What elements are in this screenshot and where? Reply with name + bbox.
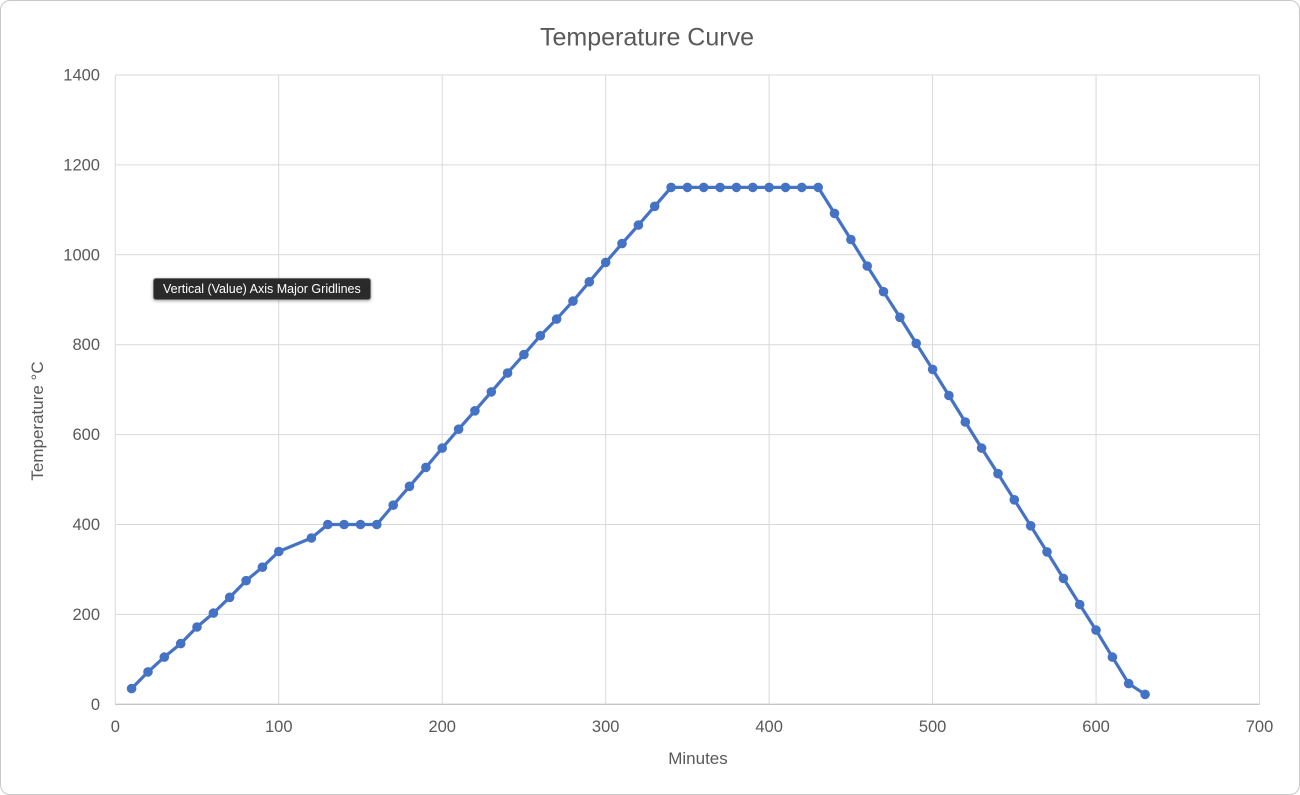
data-point-marker[interactable] [600, 257, 611, 268]
data-point-marker[interactable] [241, 575, 251, 586]
data-point-marker[interactable] [780, 182, 791, 193]
data-point-marker[interactable] [159, 652, 170, 662]
data-point-marker[interactable] [584, 277, 595, 287]
y-axis-tick-label[interactable]: 1400 [63, 67, 100, 85]
data-point-marker[interactable] [126, 683, 137, 694]
data-point-marker[interactable] [1074, 599, 1085, 610]
gridlines-tooltip: Vertical (Value) Axis Major Gridlines [153, 278, 371, 300]
data-point-marker[interactable] [421, 462, 431, 473]
data-point-marker[interactable] [404, 481, 415, 492]
data-point-marker[interactable] [731, 182, 742, 193]
data-point-marker[interactable] [1042, 547, 1052, 557]
data-point-marker[interactable] [323, 519, 333, 530]
data-point-marker[interactable] [682, 182, 693, 193]
y-axis-tick-label[interactable]: 1200 [63, 156, 100, 174]
data-point-marker[interactable] [993, 468, 1003, 479]
x-axis-tick-label[interactable]: 0 [111, 718, 120, 736]
data-point-marker[interactable] [1140, 689, 1150, 700]
data-point-marker[interactable] [1091, 625, 1101, 635]
data-point-marker[interactable] [895, 312, 905, 323]
chart-title[interactable]: Temperature Curve [540, 23, 754, 52]
data-point-marker[interactable] [470, 406, 480, 416]
data-point-marker[interactable] [1025, 521, 1036, 531]
data-point-marker[interactable] [274, 546, 284, 557]
x-axis-tick-label[interactable]: 300 [592, 718, 620, 736]
data-point-marker[interactable] [208, 608, 219, 618]
data-point-marker[interactable] [862, 261, 872, 271]
data-point-marker[interactable] [846, 234, 856, 245]
data-point-marker[interactable] [437, 443, 448, 453]
data-point-marker[interactable] [927, 364, 938, 375]
data-point-marker[interactable] [617, 238, 627, 249]
data-point-marker[interactable] [355, 519, 366, 530]
x-axis-tick-label[interactable]: 600 [1082, 718, 1110, 736]
y-axis-tick-label[interactable]: 0 [91, 696, 100, 714]
data-point-marker[interactable] [1123, 678, 1134, 689]
data-point-marker[interactable] [633, 220, 644, 230]
data-point-marker[interactable] [339, 519, 349, 530]
x-axis-tick-label[interactable]: 200 [428, 718, 456, 736]
data-point-marker[interactable] [551, 314, 562, 324]
data-point-marker[interactable] [388, 500, 399, 511]
y-axis-tick-label[interactable]: 1000 [63, 246, 100, 264]
data-point-marker[interactable] [911, 338, 921, 349]
data-point-marker[interactable] [519, 349, 529, 360]
y-axis-tick-label[interactable]: 800 [72, 336, 100, 354]
data-point-marker[interactable] [143, 667, 153, 677]
data-point-marker[interactable] [306, 533, 317, 543]
data-point-marker[interactable] [1058, 573, 1069, 584]
data-point-marker[interactable] [192, 622, 202, 632]
data-point-marker[interactable] [257, 562, 268, 572]
temperature-series-line[interactable] [130, 185, 1147, 697]
data-point-marker[interactable] [568, 296, 578, 306]
data-point-marker[interactable] [878, 286, 889, 297]
data-point-marker[interactable] [453, 424, 464, 435]
data-point-marker[interactable] [175, 638, 186, 649]
data-point-marker[interactable] [813, 182, 823, 193]
data-point-marker[interactable] [715, 182, 725, 193]
y-axis-tick-label[interactable]: 200 [72, 606, 100, 624]
data-point-marker[interactable] [944, 390, 954, 401]
x-axis-tick-label[interactable]: 700 [1246, 718, 1274, 736]
data-point-marker[interactable] [224, 592, 235, 603]
y-axis-title[interactable]: Temperature °C [28, 361, 47, 481]
data-point-marker[interactable] [748, 182, 758, 193]
x-axis-tick-label[interactable]: 500 [919, 718, 947, 736]
data-point-marker[interactable] [1107, 652, 1118, 662]
x-axis-tick-label[interactable]: 400 [755, 718, 783, 736]
data-point-marker[interactable] [698, 182, 709, 193]
data-point-marker[interactable] [976, 443, 987, 453]
data-point-marker[interactable] [1009, 495, 1020, 505]
data-point-marker[interactable] [797, 182, 807, 193]
data-point-marker[interactable] [829, 208, 840, 219]
data-point-marker[interactable] [502, 368, 513, 378]
data-point-marker[interactable] [535, 330, 546, 341]
x-axis-title[interactable]: Minutes [668, 749, 728, 768]
x-axis-tick-label[interactable]: 100 [265, 718, 293, 736]
data-point-marker[interactable] [372, 519, 382, 530]
y-axis-tick-label[interactable]: 600 [72, 426, 100, 444]
data-point-marker[interactable] [666, 182, 676, 193]
data-point-marker[interactable] [649, 201, 660, 212]
y-axis-tick-label[interactable]: 400 [72, 516, 100, 534]
data-point-marker[interactable] [960, 417, 971, 427]
data-point-marker[interactable] [486, 387, 497, 397]
data-point-marker[interactable] [764, 182, 774, 193]
